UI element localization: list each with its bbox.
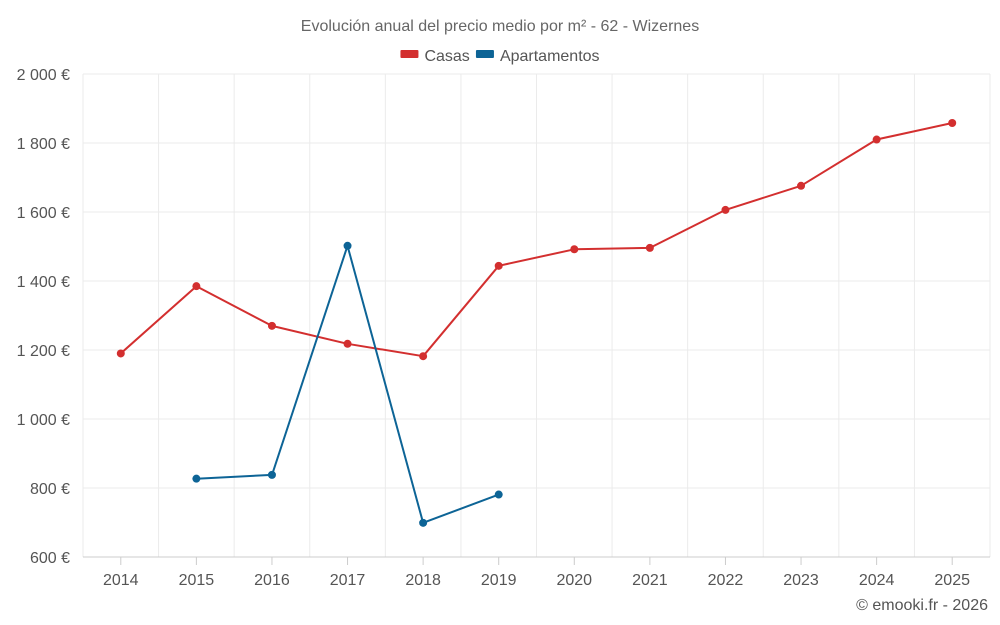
x-tick-label: 2018 xyxy=(405,572,441,589)
data-point-casas-2014[interactable] xyxy=(116,349,125,358)
data-point-casas-2024[interactable] xyxy=(872,135,881,144)
y-tick-label: 1 800 € xyxy=(17,136,70,153)
data-point-casas-2023[interactable] xyxy=(797,181,806,190)
y-tick-label: 800 € xyxy=(30,481,70,498)
x-axis: 2014 2015 2016 2017 2018 2019 2020 2021 2022 2023… xyxy=(83,556,990,589)
grid xyxy=(82,73,991,557)
x-tick-label: 2015 xyxy=(179,572,215,589)
data-point-casas-2025[interactable] xyxy=(948,118,957,127)
data-point-casas-2017[interactable] xyxy=(343,339,352,348)
data-point-casas-2019[interactable] xyxy=(494,261,503,270)
y-tick-label: 600 € xyxy=(30,550,70,567)
y-tick-label: 1 400 € xyxy=(17,274,70,291)
y-tick-label: 2 000 € xyxy=(17,67,70,84)
legend-swatch-apartamentos xyxy=(475,50,494,58)
series-line-casas xyxy=(120,122,953,358)
data-point-casas-2022[interactable] xyxy=(721,205,730,214)
data-point-apartamentos-2019[interactable] xyxy=(494,490,503,499)
data-point-casas-2015[interactable] xyxy=(192,282,201,291)
x-tick-label: 2020 xyxy=(556,572,592,589)
legend-label-casas[interactable]: Casas xyxy=(424,48,469,65)
data-point-casas-2016[interactable] xyxy=(267,321,276,330)
x-tick-label: 2014 xyxy=(103,572,139,589)
x-tick-label: 2017 xyxy=(330,572,366,589)
series-line-apartamentos xyxy=(196,244,500,524)
y-tick-label: 1 000 € xyxy=(17,412,70,429)
chart-title: Evolución anual del precio medio por m² … xyxy=(301,18,699,35)
data-point-apartamentos-2018[interactable] xyxy=(419,518,428,527)
data-point-casas-2021[interactable] xyxy=(645,243,654,252)
data-point-apartamentos-2016[interactable] xyxy=(267,470,276,479)
x-tick-label: 2016 xyxy=(254,572,290,589)
legend-label-apartamentos[interactable]: Apartamentos xyxy=(500,48,600,65)
credit-text: © emooki.fr - 2026 xyxy=(856,597,988,614)
data-point-apartamentos-2015[interactable] xyxy=(192,474,201,483)
x-tick-label: 2023 xyxy=(783,572,819,589)
x-tick-label: 2024 xyxy=(859,572,895,589)
data-point-casas-2020[interactable] xyxy=(570,245,579,254)
y-tick-label: 1 600 € xyxy=(17,205,70,222)
x-tick-label: 2025 xyxy=(934,572,970,589)
x-tick-label: 2021 xyxy=(632,572,668,589)
x-tick-label: 2019 xyxy=(481,572,517,589)
legend-swatch-casas xyxy=(400,50,419,58)
series-layer xyxy=(116,118,957,527)
legend: Casas Apartamentos xyxy=(400,48,600,65)
data-point-casas-2018[interactable] xyxy=(419,352,428,361)
x-tick-label: 2022 xyxy=(708,572,744,589)
y-axis: 600 € 800 € 1 000 € 1 200 € 1 400 € 1 600 € 1 … xyxy=(17,67,70,567)
data-point-apartamentos-2017[interactable] xyxy=(343,241,352,250)
y-tick-label: 1 200 € xyxy=(17,343,70,360)
